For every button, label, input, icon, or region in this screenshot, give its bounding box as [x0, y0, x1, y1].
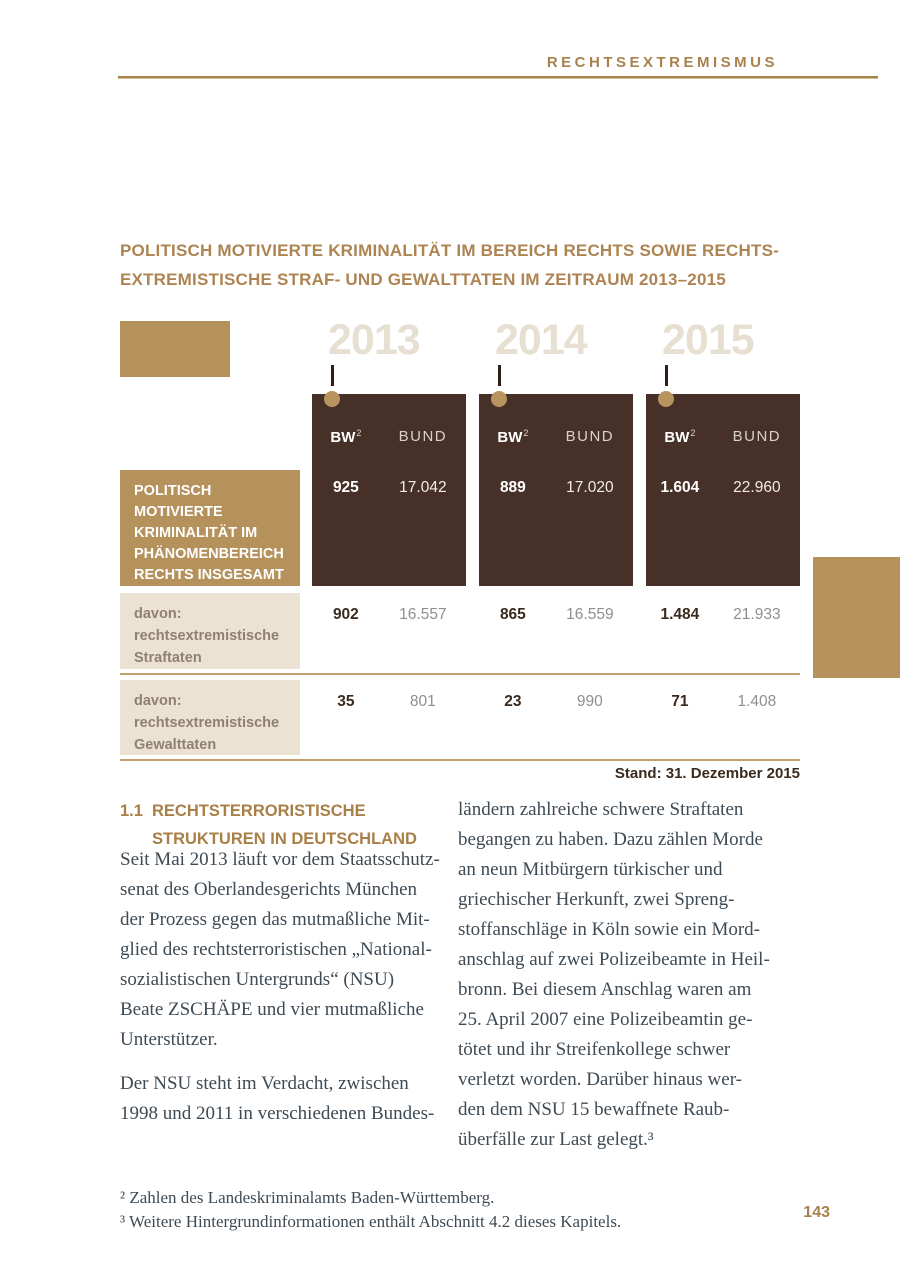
row-label-insgesamt: POLITISCH MOTIVIERTE KRIMINALITÄT IM PHÄ… — [120, 470, 300, 586]
value-bw: 925 — [332, 479, 359, 496]
row-label-straftaten: davon: rechtsextremistische Straftaten — [120, 593, 300, 669]
value-bw: 902 — [332, 606, 359, 623]
column-header-2014: BW2 BUND — [479, 428, 633, 446]
document-title-line2: EXTREMISTISCHE STRAF- UND GEWALTTATEN IM… — [120, 270, 726, 289]
paragraph-nsu-crimes: ländern zahlreiche schwere Straftaten be… — [458, 799, 770, 1150]
value-bund: 990 — [576, 693, 603, 710]
document-title: POLITISCH MOTIVIERTE KRIMINALITÄT IM BER… — [120, 236, 840, 294]
row-straftaten-values-2013: 902 16.557 — [312, 606, 466, 624]
value-bw: 1.604 — [660, 479, 700, 496]
value-bund: 17.042 — [399, 479, 447, 496]
column-header-2013: BW2 BUND — [312, 428, 466, 446]
row-straftaten-values-2014: 865 16.559 — [479, 606, 633, 624]
timeline-dot-icon — [324, 391, 340, 407]
value-bw: 1.484 — [660, 606, 700, 623]
col-header-bw: BW2 — [312, 428, 380, 446]
section-heading: 1.1 RECHTSTERRORISTISCHE STRUKTUREN IN DE… — [120, 797, 480, 853]
value-bund: 17.020 — [566, 479, 614, 496]
value-bw: 865 — [499, 606, 526, 623]
year-label-2013: 2013 — [328, 316, 421, 364]
timeline-tick-2014 — [498, 365, 501, 386]
body-column-left: Seit Mai 2013 läuft vor dem Staatsschutz… — [120, 845, 470, 1129]
data-status-note: Stand: 31. Dezember 2015 — [614, 765, 800, 782]
timeline-tick-2015 — [665, 365, 668, 386]
value-bund: 16.557 — [399, 606, 447, 623]
timeline-dot-icon — [491, 391, 507, 407]
legend-swatch — [120, 321, 230, 377]
row-insgesamt-values-2013: 925 17.042 — [312, 479, 466, 497]
footnote-3: ³ Weitere Hintergrundinformationen enthä… — [120, 1211, 622, 1231]
col-header-bw: BW2 — [479, 428, 547, 446]
value-bw: 23 — [504, 693, 522, 710]
col-header-bund: BUND — [732, 428, 782, 445]
row-gewalttaten-values-2015: 71 1.408 — [646, 693, 800, 711]
row-separator — [120, 673, 800, 675]
value-bund: 16.559 — [566, 606, 614, 623]
row-separator — [120, 759, 800, 761]
bw-footnote-marker: 2 — [356, 428, 362, 438]
row-label-gewalttaten: davon: rechtsextremistische Gewalttaten — [120, 680, 300, 755]
footnotes: ² Zahlen des Landeskriminalamts Baden-Wü… — [120, 1186, 720, 1233]
section-title-part2: STRUKTUREN IN DEUTSCHLAND — [152, 830, 417, 848]
margin-accent-block — [813, 557, 900, 678]
section-title-part1: RECHTSTERRORISTISCHE — [152, 802, 366, 820]
body-column-right: ländern zahlreiche schwere Straftaten be… — [458, 795, 808, 1155]
col-header-bw: BW2 — [646, 428, 714, 446]
value-bw: 35 — [337, 693, 355, 710]
value-bund: 22.960 — [733, 479, 781, 496]
column-header-2015: BW2 BUND — [646, 428, 800, 446]
value-bund: 1.408 — [737, 693, 777, 710]
value-bw: 71 — [671, 693, 689, 710]
header-rule — [118, 76, 878, 79]
bw-footnote-marker: 2 — [523, 428, 529, 438]
row-gewalttaten-values-2013: 35 801 — [312, 693, 466, 711]
timeline-tick-2013 — [331, 365, 334, 386]
year-label-2015: 2015 — [662, 316, 755, 364]
section-number: 1.1 — [120, 802, 143, 820]
table-column-2015: BW2 BUND 1.604 22.960 — [646, 391, 800, 586]
row-gewalttaten-values-2014: 23 990 — [479, 693, 633, 711]
document-title-line1: POLITISCH MOTIVIERTE KRIMINALITÄT IM BER… — [120, 241, 779, 260]
paragraph-nsu-trial: Seit Mai 2013 läuft vor dem Staatsschutz… — [120, 849, 440, 1050]
footnote-2: ² Zahlen des Landeskriminalamts Baden-Wü… — [120, 1188, 495, 1207]
bw-label: BW — [497, 429, 523, 446]
bw-label: BW — [664, 429, 690, 446]
bw-label: BW — [330, 429, 356, 446]
col-header-bund: BUND — [398, 428, 448, 445]
running-header: RECHTSEXTREMISMUS — [546, 54, 778, 71]
page-number: 143 — [803, 1204, 830, 1221]
section-heading-line1: 1.1 RECHTSTERRORISTISCHE — [120, 797, 480, 825]
value-bund: 801 — [409, 693, 436, 710]
year-label-2014: 2014 — [495, 316, 588, 364]
table-column-2013: BW2 BUND 925 17.042 — [312, 391, 466, 586]
row-insgesamt-values-2015: 1.604 22.960 — [646, 479, 800, 497]
row-straftaten-values-2015: 1.484 21.933 — [646, 606, 800, 624]
timeline-dot-icon — [658, 391, 674, 407]
value-bund: 21.933 — [733, 606, 781, 623]
value-bw: 889 — [499, 479, 526, 496]
table-column-2014: BW2 BUND 889 17.020 — [479, 391, 633, 586]
row-insgesamt-values-2014: 889 17.020 — [479, 479, 633, 497]
col-header-bund: BUND — [565, 428, 615, 445]
paragraph-nsu-suspicion: Der NSU steht im Verdacht, zwischen 1998… — [120, 1073, 435, 1124]
bw-footnote-marker: 2 — [690, 428, 696, 438]
